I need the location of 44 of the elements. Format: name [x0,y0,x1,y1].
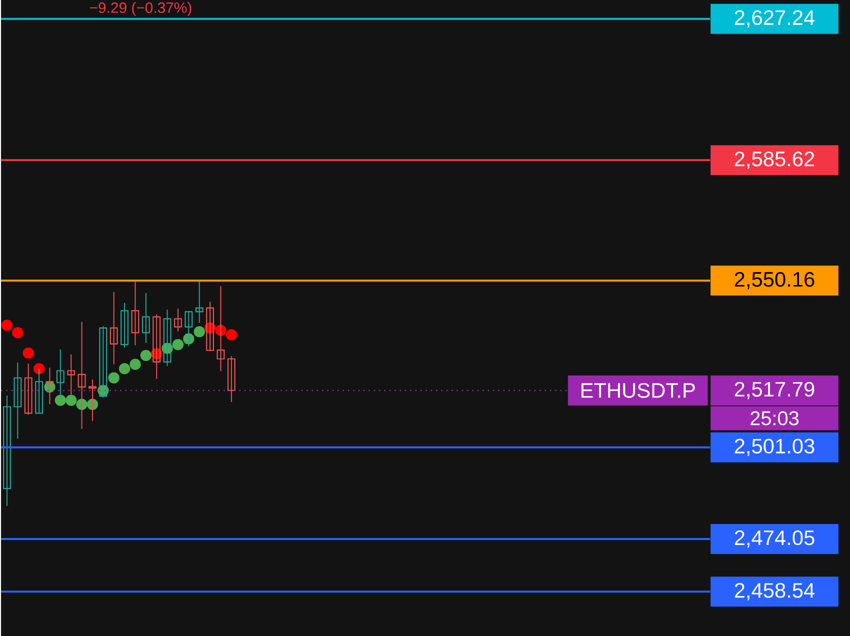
candlestick [142,292,150,344]
ref-line-label: 2,550.16 [734,272,814,290]
point [226,329,238,340]
candlestick [14,362,22,440]
candlestick [184,310,193,347]
point [33,362,45,374]
annotation: −9.29 (−0.37%) [90,2,192,16]
candlestick [174,308,182,332]
point [140,350,152,361]
point [108,372,120,384]
candlestick [88,378,96,422]
point [1,320,13,331]
text: 25:03 [750,411,799,426]
point [172,338,184,350]
candlestick [216,286,225,372]
candlestick [120,302,129,348]
point [194,326,205,338]
candlestick [99,326,108,398]
candlestick [195,281,204,324]
candlestick [46,367,54,405]
candlestick [67,354,76,395]
candlestick [227,356,236,402]
candlestick [110,291,118,365]
candlestick [24,362,32,415]
ref-line-label: 2,517.79 [734,382,814,399]
point [130,358,141,370]
candlestick [206,301,214,352]
candlestick [78,321,86,430]
ref-line-label: 2,627.24 [734,10,815,28]
ref-line-label: 2,501.03 [734,438,814,456]
point [22,347,34,359]
candlestick [131,281,140,346]
ref-line-label: 2,585.62 [734,151,814,169]
point [12,327,24,338]
point [118,362,130,374]
candlestick [3,394,11,506]
ref-line-label: 2,474.05 [734,530,814,548]
candlestick [56,348,64,395]
candlestick [152,314,161,380]
ref-line-label: 2,458.54 [734,582,815,600]
point [54,394,66,406]
text: ETHUSDT.P [582,382,695,398]
candlestick [163,309,172,366]
point [66,394,77,406]
